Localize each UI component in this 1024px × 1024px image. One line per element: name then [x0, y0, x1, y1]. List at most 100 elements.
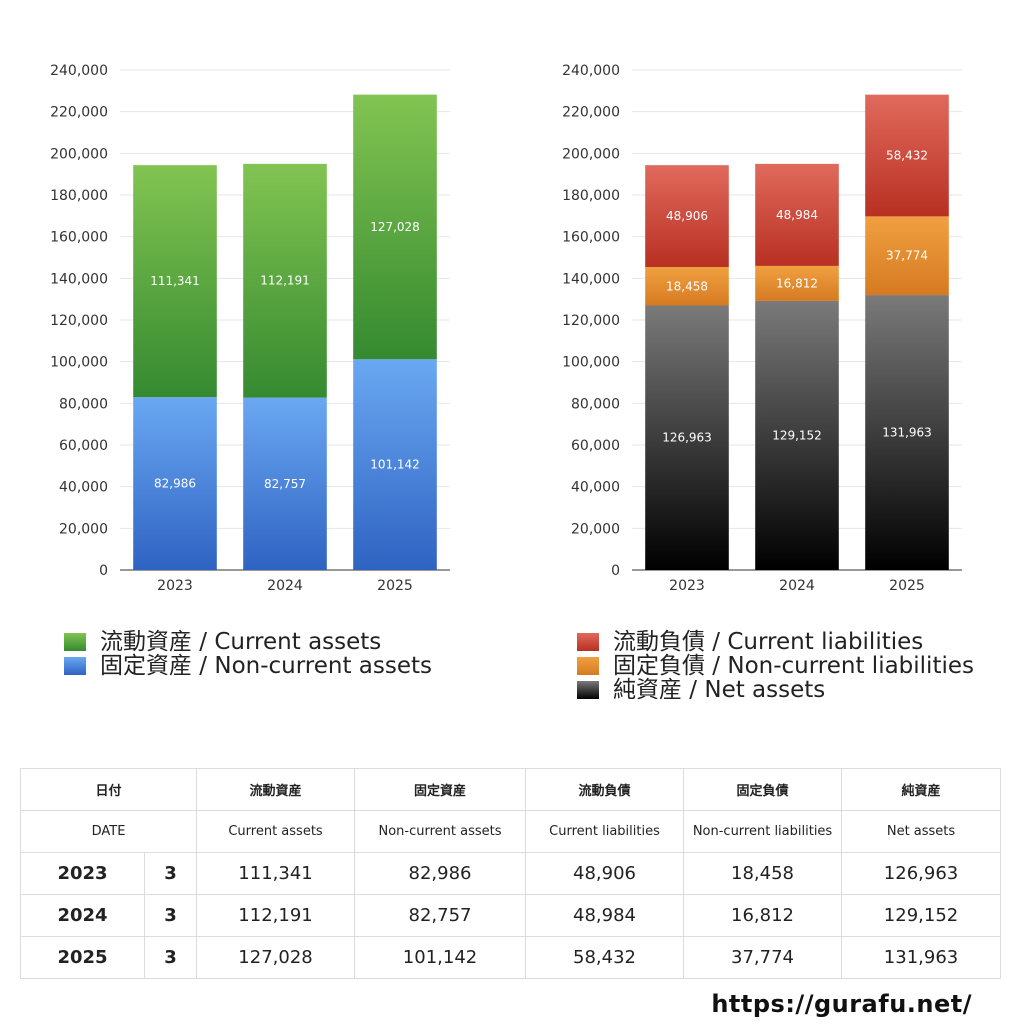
legend-swatch-black: [577, 681, 599, 699]
table-row: 2023 3 111,341 82,986 48,906 18,458 126,…: [20, 852, 1002, 895]
bar-segment-non-current-liabilities: [755, 265, 839, 301]
table-row: 2024 3 112,191 82,757 48,984 16,812 129,…: [20, 894, 1002, 937]
balance-sheet-table: 日付 流動資産 固定資産 流動負債 固定負債 純資産 DATE Current …: [19, 768, 1002, 979]
y-tick-label: 220,000: [50, 105, 108, 121]
y-tick-label: 100,000: [50, 355, 108, 371]
data-label: 58,432: [886, 149, 928, 163]
y-tick-label: 180,000: [50, 188, 108, 204]
y-tick-label: 160,000: [562, 230, 620, 246]
cell-current-liabilities: 48,906: [525, 852, 685, 895]
y-tick-label: 140,000: [50, 271, 108, 287]
y-tick-label: 60,000: [571, 438, 620, 454]
bar-segment-net-assets: [645, 305, 729, 570]
bar-segment-non-current-liabilities: [645, 267, 729, 306]
site-url[interactable]: https://gurafu.net/: [711, 990, 972, 1018]
bar-segment-non-current-assets: [133, 397, 217, 570]
data-label: 111,341: [150, 274, 200, 288]
legend-right: 流動負債 / Current liabilities 固定負債 / Non-cu…: [577, 630, 974, 702]
cell-non-current-liabilities: 18,458: [683, 852, 843, 895]
data-label: 82,757: [264, 477, 306, 491]
bar-segment-net-assets: [865, 295, 949, 570]
y-tick-label: 120,000: [562, 313, 620, 329]
legend-label: 固定資産 / Non-current assets: [100, 653, 433, 679]
liabilities-netassets-stacked-bar-chart: 0 20,000 40,000 60,000 80,000 100,000 120,000 1…: [562, 63, 962, 594]
cell-net-assets: 129,152: [841, 894, 1002, 937]
legend-label: 純資産 / Net assets: [613, 677, 826, 703]
y-tick-label: 160,000: [50, 230, 108, 246]
y-tick-label: 40,000: [59, 480, 108, 496]
cell-current-assets: 127,028: [196, 936, 356, 979]
y-tick-label: 0: [611, 563, 620, 579]
data-label: 16,812: [776, 276, 818, 290]
y-tick-label: 0: [99, 563, 108, 579]
y-tick-label: 40,000: [571, 480, 620, 496]
data-label: 101,142: [370, 458, 420, 472]
header-non-current-assets-en: Non-current assets: [354, 810, 527, 853]
legend-item-non-current-liabilities: 固定負債 / Non-current liabilities: [577, 654, 974, 678]
legend-item-current-assets: 流動資産 / Current assets: [64, 630, 432, 654]
legend-swatch-green: [64, 633, 86, 651]
header-net-assets-en: Net assets: [841, 810, 1002, 853]
y-tick-label: 60,000: [59, 438, 108, 454]
header-non-current-liabilities-jp: 固定負債: [683, 768, 843, 811]
table-header-jp: 日付 流動資産 固定資産 流動負債 固定負債 純資産: [19, 768, 1002, 811]
y-tick-label: 200,000: [562, 146, 620, 162]
bar-segment-net-assets: [755, 300, 839, 570]
x-tick-label: 2023: [157, 578, 193, 594]
cell-current-assets: 112,191: [196, 894, 356, 937]
header-date-en: DATE: [19, 810, 198, 853]
row-year: 2025: [20, 936, 145, 979]
bar-segment-current-assets: [353, 94, 437, 360]
row-month: 3: [143, 852, 198, 895]
cell-non-current-assets: 82,757: [354, 894, 527, 937]
y-tick-label: 140,000: [562, 271, 620, 287]
table-row: 2025 3 127,028 101,142 58,432 37,774 131…: [20, 936, 1002, 979]
bar-segment-current-liabilities: [645, 165, 729, 268]
header-current-assets-jp: 流動資産: [196, 768, 356, 811]
header-date-jp: 日付: [19, 768, 198, 811]
data-label: 37,774: [886, 249, 928, 263]
bar-segment-non-current-assets: [353, 359, 437, 570]
legend-swatch-red: [577, 633, 599, 651]
data-label: 48,984: [776, 208, 818, 222]
cell-net-assets: 131,963: [841, 936, 1002, 979]
row-year: 2024: [20, 894, 145, 937]
data-label: 112,191: [260, 274, 310, 288]
row-month: 3: [143, 894, 198, 937]
y-tick-label: 120,000: [50, 313, 108, 329]
x-tick-label: 2025: [889, 578, 925, 594]
legend-item-net-assets: 純資産 / Net assets: [577, 678, 974, 702]
legend-label: 固定負債 / Non-current liabilities: [613, 653, 974, 679]
cell-net-assets: 126,963: [841, 852, 1002, 895]
y-tick-label: 220,000: [562, 105, 620, 121]
y-tick-label: 80,000: [571, 396, 620, 412]
header-non-current-assets-jp: 固定資産: [354, 768, 527, 811]
legend-swatch-blue: [64, 657, 86, 675]
data-label: 126,963: [662, 431, 712, 445]
legend-item-current-liabilities: 流動負債 / Current liabilities: [577, 630, 974, 654]
legend-swatch-orange: [577, 657, 599, 675]
data-label: 18,458: [666, 279, 708, 293]
data-label: 129,152: [772, 428, 822, 442]
y-tick-label: 20,000: [571, 521, 620, 537]
x-tick-label: 2023: [669, 578, 705, 594]
legend-item-non-current-assets: 固定資産 / Non-current assets: [64, 654, 432, 678]
cell-non-current-assets: 82,986: [354, 852, 527, 895]
cell-non-current-liabilities: 37,774: [683, 936, 843, 979]
legend-label: 流動負債 / Current liabilities: [613, 629, 924, 655]
data-label: 127,028: [370, 220, 420, 234]
header-current-assets-en: Current assets: [196, 810, 356, 853]
legend-left: 流動資産 / Current assets 固定資産 / Non-current…: [64, 630, 432, 678]
y-tick-label: 200,000: [50, 146, 108, 162]
bar-segment-non-current-liabilities: [865, 216, 949, 296]
row-month: 3: [143, 936, 198, 979]
bar-segment-current-assets: [243, 163, 327, 398]
header-current-liabilities-jp: 流動負債: [525, 768, 685, 811]
cell-current-assets: 111,341: [196, 852, 356, 895]
header-current-liabilities-en: Current liabilities: [525, 810, 685, 853]
y-tick-label: 240,000: [562, 63, 620, 79]
y-tick-label: 180,000: [562, 188, 620, 204]
assets-stacked-bar-chart: 0 20,000 40,000 60,000 80,000 100,000 120,000 1…: [50, 63, 450, 594]
y-tick-label: 20,000: [59, 521, 108, 537]
x-tick-label: 2024: [779, 578, 815, 594]
